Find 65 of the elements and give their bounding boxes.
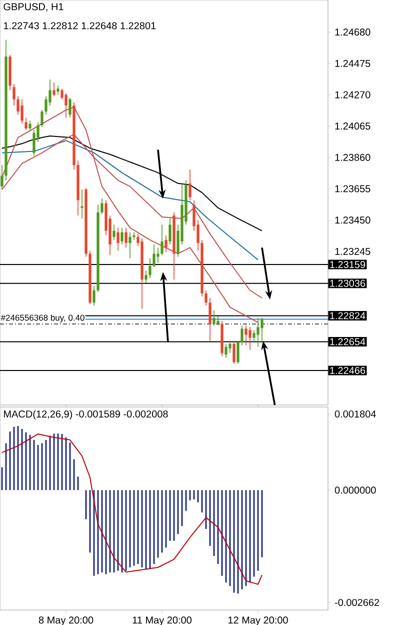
candlestick (212, 310, 216, 326)
candlestick (232, 340, 236, 364)
candlestick (116, 227, 120, 252)
y-tick-label: 0.000000 (334, 486, 376, 494)
candlestick (24, 117, 28, 130)
candlestick (20, 98, 24, 124)
candlestick (256, 317, 260, 348)
candlestick (124, 227, 128, 248)
ref-line-label: 1.22654 (330, 338, 366, 346)
candlestick (92, 285, 96, 306)
candlestick (80, 189, 84, 219)
candlestick (208, 298, 212, 342)
candlestick (144, 270, 148, 284)
ref-line-label: #246556368 buy, 0.40 (0, 314, 84, 322)
y-tick-label: 0.001804 (334, 410, 376, 418)
candlestick (164, 234, 168, 253)
candlestick (216, 316, 220, 326)
y-tick-label: 1.23450 (335, 216, 370, 224)
chart-title: GBPUSD, H1 (4, 3, 64, 12)
candlestick (228, 340, 232, 354)
candlestick (148, 258, 152, 279)
candlestick (248, 326, 252, 350)
candlestick (128, 232, 132, 259)
text: 1.22743 1.22812 1.22648 1.22801 (4, 22, 156, 30)
candlestick (188, 169, 192, 201)
candlestick (224, 343, 228, 358)
candlestick (160, 224, 164, 256)
ref-line-label: 1.23159 (330, 261, 366, 268)
candlestick (204, 290, 208, 306)
y-tick-label: 1.24680 (335, 28, 370, 36)
candlestick (28, 120, 32, 130)
candlestick (156, 247, 160, 264)
candlestick (40, 110, 44, 128)
candlestick (120, 227, 124, 245)
y-tick-label: 1.23655 (335, 185, 370, 192)
chart-title: MACD(12,26,9) -0.001589 -0.002008 (4, 410, 168, 420)
candlestick (244, 325, 248, 346)
candlestick (68, 97, 72, 118)
y-tick-label: 1.24475 (335, 60, 370, 67)
candlestick (56, 85, 60, 96)
candlestick (12, 84, 16, 106)
line-series (2, 136, 262, 232)
candlestick (132, 232, 136, 240)
ref-line-label: 1.22824 (330, 312, 366, 320)
candlestick (152, 244, 156, 268)
candlestick (240, 325, 244, 346)
y-tick-label: 1.23860 (335, 154, 370, 161)
candlestick (52, 82, 56, 97)
y-tick-label: 1.23245 (335, 248, 370, 255)
ref-line-label: 1.22466 (330, 366, 366, 374)
y-tick-label: -0.002662 (334, 598, 380, 606)
candlestick (252, 330, 256, 342)
y-tick-label: 1.24270 (335, 91, 370, 98)
candlestick (112, 224, 116, 240)
y-tick-label: 1.24065 (335, 122, 370, 130)
candlestick (236, 340, 240, 364)
line-series (2, 106, 258, 323)
candlestick (0, 164, 4, 190)
candlestick (32, 130, 36, 156)
ref-line-label: 1.23036 (330, 280, 366, 287)
candlestick (260, 317, 264, 344)
line-series (2, 434, 262, 585)
candlestick (100, 198, 104, 214)
candlestick (64, 92, 68, 118)
candlestick (168, 218, 172, 245)
